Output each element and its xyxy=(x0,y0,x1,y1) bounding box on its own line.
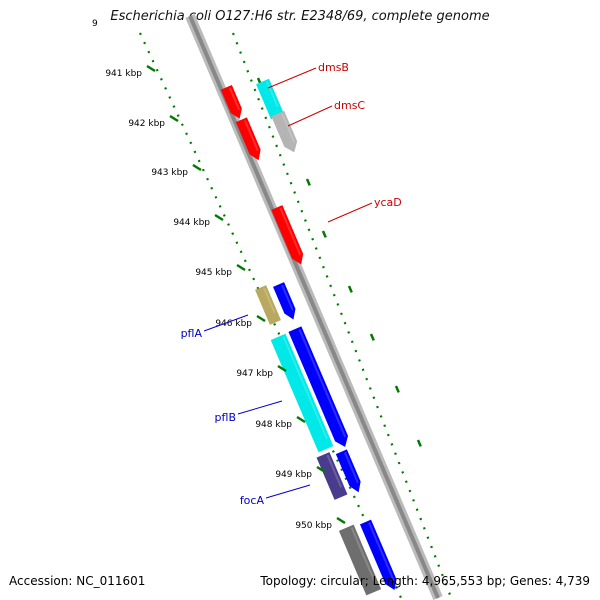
kbp-label: 946 kbp xyxy=(215,319,252,329)
ruler-tick xyxy=(277,364,287,373)
gene-label[interactable]: focA xyxy=(240,494,265,507)
kbp-label: 943 kbp xyxy=(151,168,188,178)
gene-feature-red-sheen xyxy=(243,120,259,152)
kbp-label: 941 kbp xyxy=(105,69,142,79)
gene-feature-blue-sheen xyxy=(343,452,359,484)
gene-feature-blue-sheen xyxy=(368,522,395,581)
gene-feature-red[interactable] xyxy=(271,205,304,265)
gene-feature-gray[interactable] xyxy=(271,110,298,153)
gene-leader-line xyxy=(327,202,373,223)
gene-leader-line xyxy=(237,400,283,415)
scale-tick xyxy=(321,230,327,238)
kbp-label: 948 kbp xyxy=(255,420,292,430)
gene-label[interactable]: pflB xyxy=(215,411,236,424)
gene-label[interactable]: ycaD xyxy=(374,196,402,209)
gene-feature-dark-gray-sheen xyxy=(350,527,376,583)
map-title: Escherichia coli O127:H6 str. E2348/69, … xyxy=(110,9,490,24)
gene-label[interactable]: dmsC xyxy=(334,99,365,112)
gene-features xyxy=(220,78,397,596)
gene-labels: dmsB dmsC ycaD pflA pflB focA xyxy=(181,61,402,507)
scale-tick xyxy=(347,285,353,293)
right-dotted-track xyxy=(231,32,454,600)
gene-feature-cyan-sheen xyxy=(282,336,328,440)
kbp-label: 949 kbp xyxy=(275,470,312,480)
gene-label[interactable]: pflA xyxy=(181,327,203,340)
gene-feature-dark-gray[interactable] xyxy=(338,524,382,596)
gene-leader-line xyxy=(203,314,249,332)
gene-feature-blue-shape xyxy=(359,519,397,591)
gene-feature-blue-shape xyxy=(288,326,349,447)
gene-feature-olive-shape xyxy=(255,285,281,325)
kbp-label-partial: 9 xyxy=(92,19,98,29)
genome-stats-text: Topology: circular; Length: 4,965,553 bp… xyxy=(260,574,590,588)
gene-feature-red-shape xyxy=(271,205,304,265)
ruler-tick xyxy=(256,314,266,323)
gene-feature-olive[interactable] xyxy=(255,285,281,325)
gene-feature-red[interactable] xyxy=(235,117,261,161)
accession-text: Accession: NC_011601 xyxy=(9,574,146,588)
gene-feature-blue[interactable] xyxy=(335,449,361,493)
gene-feature-blue-sheen xyxy=(298,329,347,438)
gene-feature-cyan-shape xyxy=(270,333,334,453)
gene-feature-red-shape xyxy=(220,85,242,119)
gene-feature-cyan[interactable] xyxy=(270,333,334,453)
gene-feature-red[interactable] xyxy=(220,85,242,119)
kbp-label: 944 kbp xyxy=(173,218,210,228)
gene-leader-line xyxy=(267,67,317,89)
gene-feature-slate[interactable] xyxy=(316,452,348,500)
left-dotted-track xyxy=(139,32,403,600)
ruler-tick xyxy=(146,64,156,73)
gene-feature-slate-shape xyxy=(316,452,348,500)
gene-feature-blue[interactable] xyxy=(273,282,296,320)
gene-leader-line xyxy=(265,484,311,499)
scale-tick xyxy=(394,385,400,393)
ruler-tick xyxy=(236,263,246,272)
gene-feature-blue-shape xyxy=(335,449,361,493)
gene-label[interactable]: dmsB xyxy=(318,61,349,74)
ruler-tick xyxy=(336,516,346,525)
ruler-tick xyxy=(169,114,179,123)
gene-feature-dark-gray-shape xyxy=(338,524,382,596)
scale-tick xyxy=(369,333,375,341)
gene-feature-red-sheen xyxy=(279,207,302,256)
scale-tick xyxy=(305,178,311,186)
kbp-label: 950 kbp xyxy=(295,521,332,531)
gene-feature-blue-shape xyxy=(273,282,296,320)
gene-feature-red-sheen xyxy=(228,87,241,111)
gene-feature-olive-sheen xyxy=(263,287,276,314)
ruler-tick xyxy=(296,415,306,424)
gene-feature-gray-shape xyxy=(271,110,298,153)
gene-feature-cyan-shape xyxy=(256,78,284,120)
gene-feature-blue[interactable] xyxy=(359,519,397,591)
scale-tick xyxy=(416,439,422,447)
kbp-label: 945 kbp xyxy=(195,268,232,278)
gene-feature-blue-sheen xyxy=(281,284,294,311)
gene-feature-gray-sheen xyxy=(281,113,296,143)
dotted-guides xyxy=(139,32,454,600)
gene-leader-line xyxy=(287,105,333,127)
kbp-ruler: 941 kbp 942 kbp 943 kbp 944 kbp 945 kbp 946 k… xyxy=(92,19,346,531)
kbp-label: 942 kbp xyxy=(128,119,165,129)
ruler-tick xyxy=(316,465,326,474)
ruler-tick xyxy=(192,163,202,172)
kbp-label: 947 kbp xyxy=(236,369,273,379)
ruler-tick xyxy=(214,213,224,222)
gene-feature-blue[interactable] xyxy=(288,326,349,447)
gene-feature-slate-sheen xyxy=(326,454,343,488)
gene-feature-red-shape xyxy=(235,117,261,161)
